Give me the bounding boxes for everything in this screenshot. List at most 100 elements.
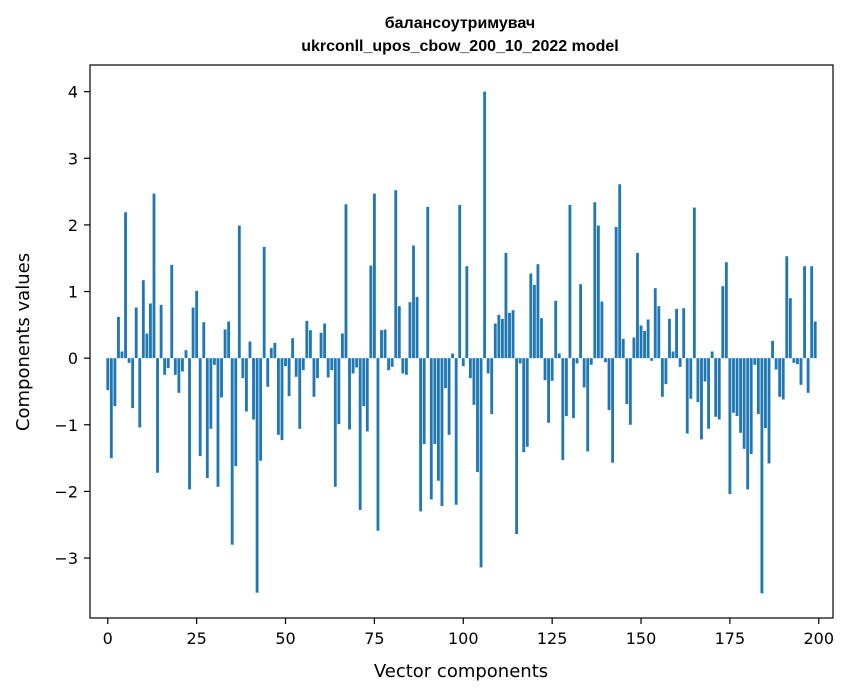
bar-98 — [454, 358, 458, 505]
x-axis: 0 25 50 75 100 125 150 175 200 — [103, 618, 834, 648]
bar-136 — [589, 358, 593, 365]
x-axis-label: Vector components — [374, 661, 548, 682]
bar-46 — [269, 348, 273, 359]
bar-154 — [653, 288, 657, 359]
bar-93 — [436, 358, 440, 481]
bar-26 — [198, 358, 202, 457]
y-tick-label: 0 — [68, 349, 78, 368]
bar-129 — [564, 358, 568, 417]
x-tick-label: 150 — [626, 629, 657, 648]
bar-121 — [536, 264, 540, 359]
bar-103 — [472, 358, 476, 405]
bar-130 — [568, 204, 572, 359]
bar-54 — [298, 358, 302, 429]
bar-0 — [106, 358, 110, 391]
bar-89 — [422, 358, 426, 445]
bar-73 — [365, 358, 369, 432]
bar-143 — [614, 226, 618, 359]
bar-38 — [241, 358, 245, 379]
bar-199 — [813, 321, 817, 359]
bar-185 — [764, 358, 767, 429]
bar-43 — [259, 358, 263, 461]
bar-177 — [735, 358, 739, 417]
bar-152 — [646, 319, 650, 359]
chart-title: балансоутримувач — [385, 15, 535, 32]
bar-144 — [618, 184, 622, 359]
bar-135 — [586, 358, 590, 452]
bar-141 — [607, 358, 611, 411]
bar-60 — [319, 332, 323, 359]
bar-27 — [202, 322, 206, 359]
bar-80 — [390, 358, 394, 367]
bar-52 — [291, 338, 295, 359]
bar-68 — [348, 358, 351, 430]
bar-155 — [657, 306, 661, 359]
bar-67 — [344, 204, 348, 359]
bar-50 — [284, 358, 287, 367]
bar-131 — [572, 358, 575, 419]
bar-16 — [163, 358, 167, 375]
bar-66 — [340, 333, 344, 359]
bar-102 — [468, 358, 472, 379]
bar-95 — [444, 358, 447, 389]
bar-165 — [692, 207, 696, 359]
bar-173 — [721, 286, 725, 359]
bar-120 — [532, 284, 536, 359]
bar-21 — [181, 358, 184, 372]
bar-109 — [493, 323, 497, 359]
bar-145 — [621, 338, 625, 359]
bar-168 — [703, 358, 707, 382]
bar-72 — [362, 358, 366, 407]
bar-71 — [358, 358, 362, 511]
x-tick-label: 100 — [448, 629, 479, 648]
bar-138 — [596, 225, 600, 359]
bar-100 — [461, 358, 465, 367]
bar-94 — [440, 358, 444, 507]
bar-175 — [728, 358, 732, 495]
bar-182 — [753, 358, 757, 365]
bar-167 — [700, 358, 703, 440]
bar-8 — [134, 307, 138, 359]
bar-113 — [508, 312, 511, 359]
bar-11 — [145, 333, 149, 359]
bar-5 — [124, 212, 127, 359]
bar-163 — [685, 358, 689, 434]
bar-162 — [682, 308, 686, 359]
bar-13 — [152, 193, 156, 359]
bar-118 — [525, 358, 529, 447]
bar-37 — [237, 225, 241, 359]
bar-147 — [628, 358, 632, 425]
bar-171 — [714, 358, 718, 417]
bar-153 — [650, 358, 654, 361]
bar-101 — [465, 266, 469, 359]
bar-41 — [252, 358, 255, 420]
x-tick-label: 0 — [103, 629, 113, 648]
bar-133 — [579, 284, 583, 359]
bar-193 — [792, 358, 796, 363]
bar-55 — [301, 358, 305, 371]
bar-90 — [426, 206, 430, 359]
bars-layer — [106, 91, 817, 594]
bar-196 — [803, 266, 806, 359]
x-tick-label: 175 — [715, 629, 746, 648]
y-tick-label: 4 — [68, 83, 78, 102]
bar-148 — [632, 337, 636, 359]
bar-35 — [230, 358, 234, 545]
bar-174 — [724, 262, 728, 359]
bar-30 — [213, 358, 216, 365]
bar-10 — [141, 280, 145, 359]
bar-33 — [223, 329, 227, 359]
bar-23 — [188, 358, 191, 490]
bar-70 — [355, 358, 359, 368]
bar-150 — [639, 325, 643, 359]
bar-146 — [625, 358, 629, 405]
bar-137 — [593, 202, 597, 359]
bar-186 — [767, 358, 771, 464]
bar-125 — [550, 358, 554, 381]
bar-178 — [739, 358, 742, 433]
bar-104 — [476, 358, 479, 473]
bar-157 — [664, 358, 668, 385]
bar-191 — [785, 256, 789, 359]
bar-20 — [177, 358, 181, 393]
